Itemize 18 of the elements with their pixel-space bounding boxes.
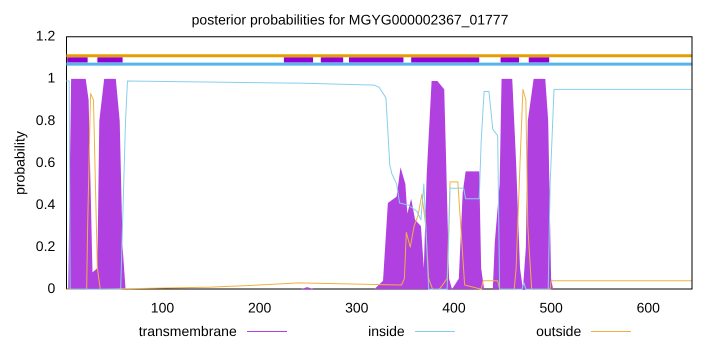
x-tick-label: 500 bbox=[539, 299, 564, 316]
y-tick-label: 0.4 bbox=[36, 196, 56, 212]
y-tick-label: 1 bbox=[47, 70, 56, 86]
y-tick-label: 0.6 bbox=[36, 154, 56, 170]
chart-title: posterior probabilities for MGYG000002367_01777 bbox=[192, 11, 509, 28]
legend-label: inside bbox=[368, 323, 405, 339]
y-tick-label: 0 bbox=[47, 280, 56, 296]
legend-label: transmembrane bbox=[138, 323, 237, 339]
x-tick-label: 300 bbox=[345, 299, 369, 316]
x-tick-label: 600 bbox=[636, 299, 660, 316]
y-tick-label: 0.2 bbox=[36, 238, 56, 254]
y-tick-label: 0.8 bbox=[36, 112, 56, 128]
y-tick-label: 1.2 bbox=[36, 28, 56, 44]
x-tick-label: 200 bbox=[248, 299, 272, 316]
x-tick-label: 100 bbox=[150, 299, 174, 316]
legend-label: outside bbox=[536, 323, 582, 339]
y-axis-title: probability bbox=[11, 131, 28, 195]
x-tick-label: 400 bbox=[442, 299, 466, 316]
